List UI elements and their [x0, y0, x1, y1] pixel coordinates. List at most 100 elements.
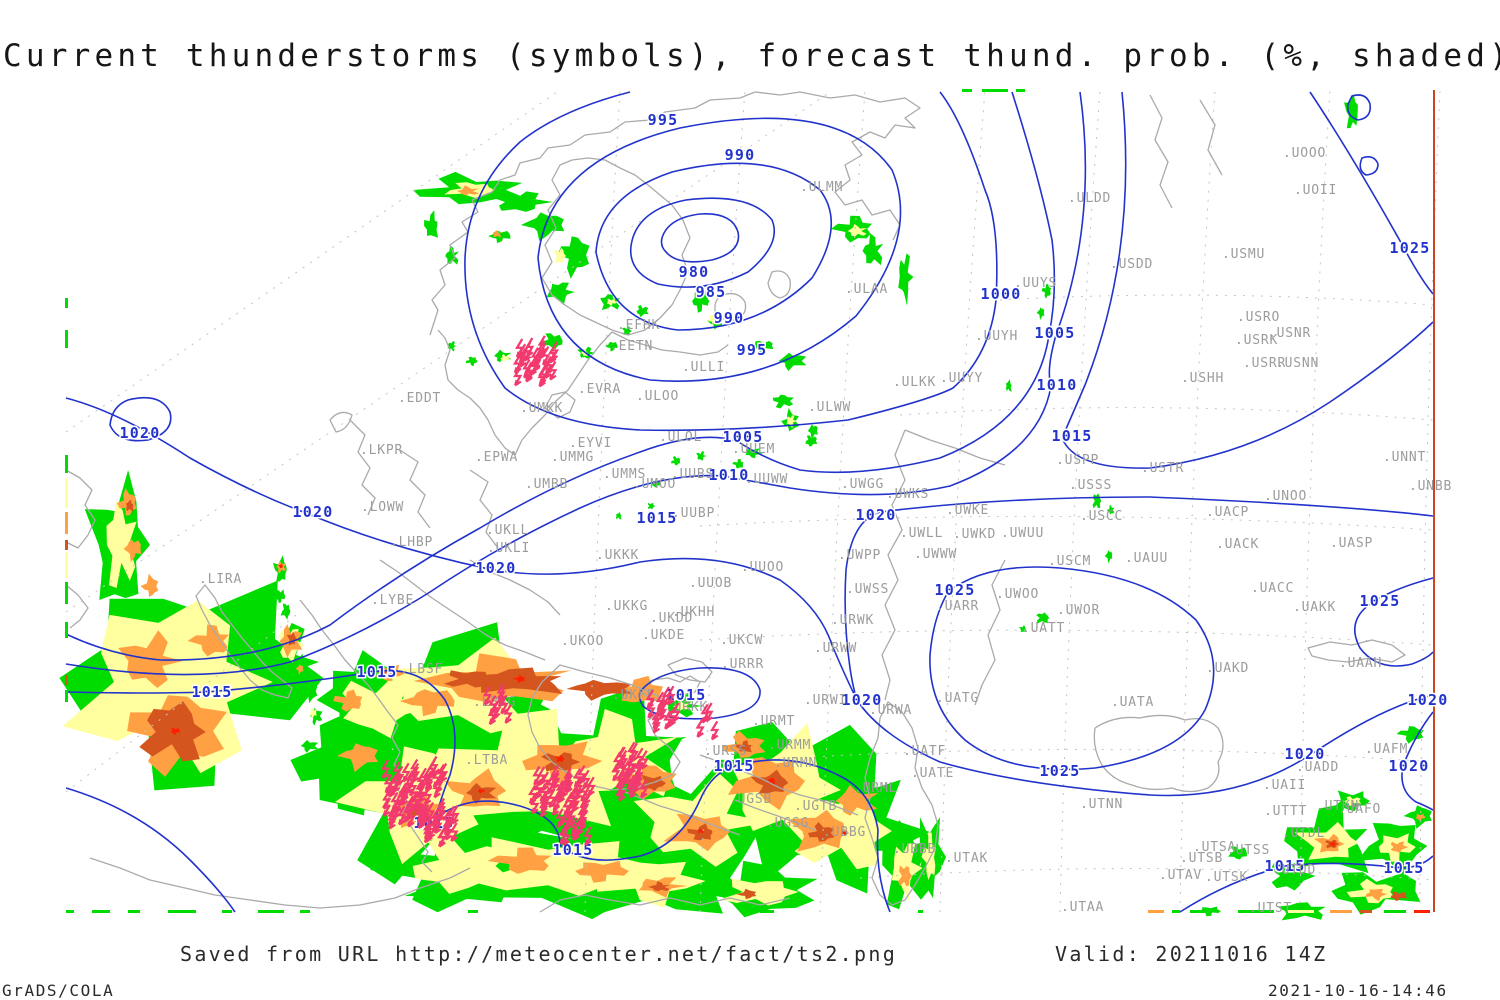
thunderstorm-symbol-cluster [555, 802, 593, 846]
station-id-label: .UWUU [1001, 526, 1044, 541]
station-id-label: .UATG [936, 691, 979, 706]
coastline [714, 292, 747, 321]
station-id-label: .LIRA [199, 572, 242, 587]
thunderstorm-icon [548, 360, 558, 381]
probability-shade-y [106, 500, 137, 588]
isobar-contour [1179, 855, 1434, 913]
edge-tick [468, 910, 478, 913]
isobar-value-label: 1020 [842, 691, 883, 709]
station-id-label: .UUBP [672, 506, 715, 521]
station-id-label: .UKLI [487, 541, 530, 556]
isobar-contour [1353, 577, 1434, 667]
coastline [734, 799, 816, 831]
station-id-label: .UWPP [838, 548, 881, 563]
coastline [65, 469, 96, 549]
station-id-label: .ULAA [845, 282, 888, 297]
station-id-label: .UTSB [1180, 851, 1223, 866]
station-id-label: .URWA [869, 703, 912, 718]
probability-shade-g [745, 448, 764, 459]
station-id-label: .UASP [1330, 536, 1373, 551]
station-id-label: .UUBS [671, 467, 714, 482]
station-id-label: .LBSF [400, 662, 443, 677]
edge-tick [128, 910, 140, 913]
station-id-label: .UMMS [603, 467, 646, 482]
probability-shade-g [1344, 94, 1358, 129]
coastline [904, 429, 1006, 466]
station-id-label: .URWI [804, 693, 847, 708]
graticule-line [699, 89, 746, 913]
probability-shade-g [488, 230, 511, 244]
isobar-contour [844, 496, 1434, 701]
edge-tick [1414, 910, 1430, 913]
thunderstorm-icon [538, 365, 548, 385]
isobar-contour [660, 213, 740, 263]
station-id-label: .UGTB [794, 799, 837, 814]
station-id-label: .URMT [752, 714, 795, 729]
coastline [881, 429, 906, 701]
probability-shade-o [456, 185, 480, 196]
probability-shade-d [1390, 891, 1407, 902]
isobar-contour [65, 397, 1434, 797]
probability-shade-o [187, 624, 230, 657]
isobar-value-label: 1010 [1037, 376, 1078, 394]
edge-tick [1330, 910, 1352, 913]
isobar-value-label: 995 [737, 341, 768, 359]
station-id-label: .EYVI [569, 436, 612, 451]
thunderstorm-icon [550, 765, 560, 785]
station-id-label: .UAII [1263, 778, 1306, 793]
coastline [329, 411, 353, 433]
isobar-contour [595, 162, 833, 331]
probability-shade-g [275, 589, 286, 603]
probability-shade-g [520, 212, 565, 242]
station-id-label: .USNR [1268, 326, 1311, 341]
coastline [754, 91, 921, 241]
thunderstorm-icon [710, 720, 720, 741]
thunderstorm-icon [565, 802, 575, 822]
probability-shade-g [1041, 284, 1052, 299]
probability-shade-g [1036, 612, 1050, 624]
thunderstorm-icon [611, 761, 621, 782]
thunderstorm-icon [657, 700, 668, 721]
station-id-label: .UTAK [945, 851, 988, 866]
thunderstorm-icon [437, 827, 447, 848]
thunderstorm-icon [380, 759, 390, 779]
coastline [527, 664, 681, 791]
probability-shade-r [554, 755, 565, 763]
station-id-label: .ULWW [808, 400, 851, 415]
probability-shade-r [1329, 841, 1337, 847]
probability-shade-d [648, 881, 671, 892]
coastline [89, 857, 471, 909]
thunderstorm-icon [617, 781, 627, 802]
probability-shade-o [487, 847, 552, 874]
map-frame-layer [65, 89, 1435, 913]
station-id-label: .USRK [1235, 333, 1278, 348]
coastline [767, 270, 791, 299]
probability-shade-g [1106, 504, 1115, 515]
thunderstorm-symbol-cluster [482, 683, 513, 726]
station-id-label: .ULLI [682, 360, 725, 375]
probability-shade-g [1092, 493, 1102, 509]
isobar-value-label: 1025 [1040, 762, 1081, 780]
station-id-label: .UAKK [1293, 600, 1336, 615]
probability-shade-r [512, 675, 526, 683]
coastline [469, 559, 561, 616]
isobar-value-label: 1020 [1389, 757, 1430, 775]
thunderstorm-symbol-cluster [423, 755, 449, 799]
station-id-label: .UATT [1022, 621, 1065, 636]
probability-shade-g [1104, 550, 1113, 564]
edge-tick [65, 622, 68, 638]
isobar-contour [929, 566, 1215, 771]
thunderstorm-icon [408, 776, 418, 797]
probability-shade-o [337, 743, 378, 772]
station-id-label: .LYBE [371, 593, 414, 608]
isobar-value-label: 980 [679, 263, 710, 281]
station-id-label: .ULKK [893, 375, 936, 390]
isobar-value-label: 1015 [192, 683, 233, 701]
thunderstorm-probability-shading-layer [59, 94, 1432, 921]
edge-tick [258, 910, 284, 913]
station-id-label: .UKDD [650, 611, 693, 626]
probability-shade-g [259, 622, 320, 707]
edge-tick [92, 910, 110, 913]
probability-shade-g [692, 290, 710, 313]
thunderstorm-icon [393, 768, 403, 788]
